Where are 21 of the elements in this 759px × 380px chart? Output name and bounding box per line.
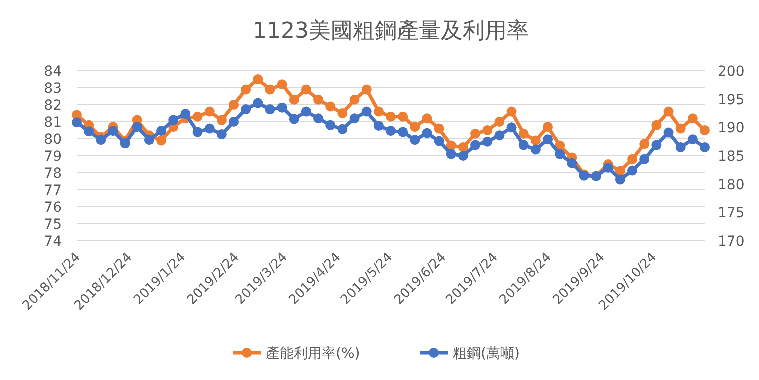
y-tick-label: 79 (44, 149, 62, 165)
y2-tick-label: 170 (718, 234, 745, 250)
legend-label: 產能利用率(%) (266, 346, 360, 362)
y-tick-label: 80 (44, 132, 62, 148)
y-tick-label: 75 (44, 217, 62, 233)
y2-tick-label: 195 (718, 92, 745, 108)
legend-label: 粗鋼(萬噸) (453, 346, 520, 362)
chart-title: 1123美國粗鋼產量及利用率 (253, 19, 529, 44)
y-tick-label: 83 (44, 81, 62, 97)
y2-tick-label: 180 (718, 177, 745, 194)
y-tick-label: 77 (44, 183, 62, 199)
y2-tick-label: 190 (718, 120, 745, 137)
y-tick-label: 84 (44, 64, 62, 80)
y2-tick-label: 185 (718, 149, 745, 165)
y-tick-label: 81 (44, 115, 62, 131)
y-tick-label: 82 (44, 98, 62, 114)
y-tick-label: 78 (44, 166, 62, 182)
y-tick-label: 76 (44, 200, 62, 216)
y-tick-label: 74 (44, 234, 62, 250)
y2-tick-label: 200 (718, 64, 745, 80)
y2-tick-label: 175 (718, 206, 745, 222)
